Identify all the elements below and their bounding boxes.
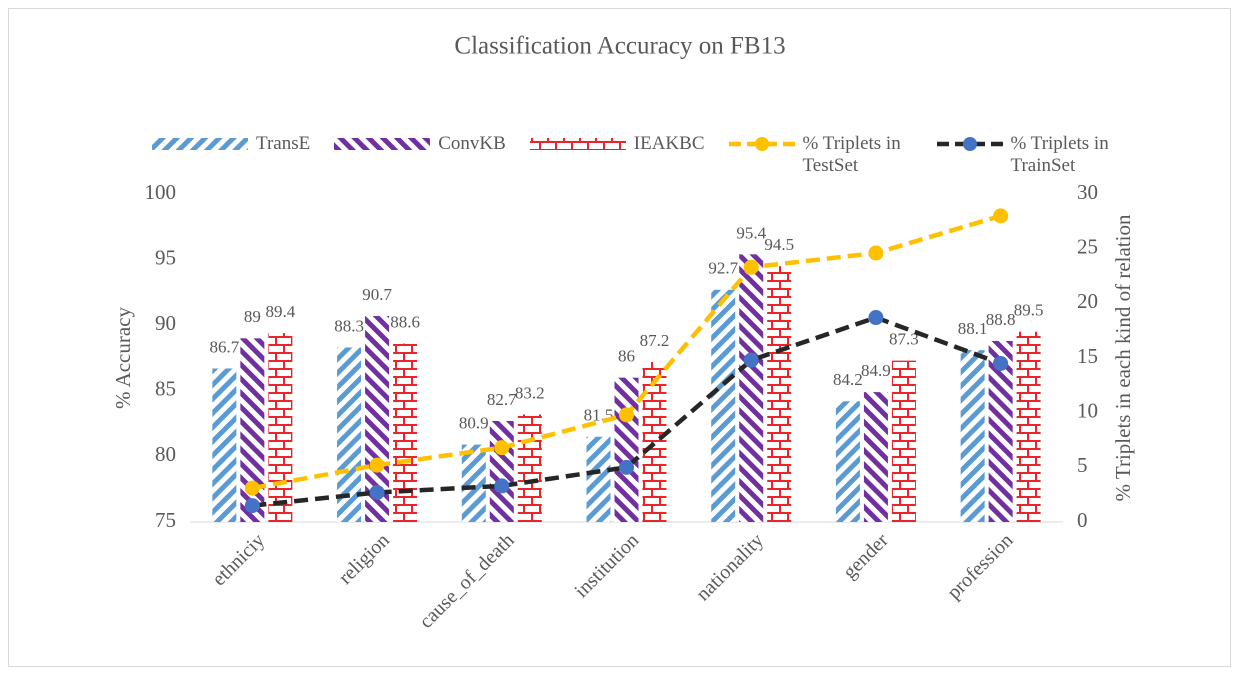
- legend-label: ConvKB: [438, 133, 506, 154]
- y2-tick-label: 15: [1077, 344, 1098, 368]
- marker: [868, 245, 884, 261]
- data-label: 80.9: [459, 413, 489, 432]
- data-label: 92.7: [708, 259, 738, 278]
- data-label: 90.7: [362, 285, 392, 304]
- data-label: 88.1: [958, 319, 988, 338]
- legend-item: % Triplets in TestSet: [727, 133, 913, 177]
- y2-tick-label: 5: [1077, 453, 1088, 477]
- data-label: 88.3: [334, 316, 364, 335]
- marker: [619, 459, 634, 475]
- legend-item: ConvKB: [332, 133, 506, 177]
- x-tick-label: gender: [839, 529, 893, 583]
- y-tick-label: 80: [155, 442, 176, 466]
- y-axis-label: % Accuracy: [111, 306, 135, 409]
- bar: [863, 392, 888, 522]
- bar: [891, 360, 916, 522]
- x-tick-label: cause_of_death: [415, 529, 519, 633]
- legend-swatch: [152, 138, 248, 150]
- y2-tick-label: 0: [1077, 508, 1088, 532]
- data-label: 87.2: [640, 331, 670, 350]
- data-label: 83.2: [515, 383, 545, 402]
- y-tick-label: 95: [155, 245, 176, 269]
- marker: [244, 498, 260, 514]
- marker: [244, 480, 260, 496]
- y-tick-label: 90: [155, 311, 176, 335]
- marker: [369, 457, 385, 473]
- bar: [1016, 331, 1041, 522]
- data-label: 87.3: [889, 330, 919, 349]
- y-tick-label: 85: [155, 377, 176, 401]
- marker: [369, 484, 385, 500]
- legend-item: TransE: [150, 133, 310, 177]
- legend-label: TransE: [256, 133, 311, 154]
- x-tick-label: institution: [570, 529, 643, 602]
- bar: [461, 444, 486, 522]
- data-label: 86.7: [209, 337, 239, 356]
- bar: [212, 368, 237, 522]
- bar: [586, 436, 611, 522]
- y-tick-label: 100: [145, 180, 177, 204]
- bar: [960, 350, 985, 522]
- legend-item: % Triplets in TrainSet: [935, 133, 1121, 177]
- bar: [988, 340, 1013, 522]
- data-label: 88.8: [986, 310, 1016, 329]
- marker: [868, 310, 884, 326]
- bar: [711, 289, 736, 522]
- legend-label: IEAKBC: [633, 133, 705, 154]
- marker: [619, 407, 634, 423]
- marker: [743, 259, 759, 275]
- y2-tick-label: 25: [1077, 234, 1098, 258]
- marker: [494, 478, 510, 494]
- chart-title: Classification Accuracy on FB13: [454, 33, 785, 60]
- data-label: 84.2: [833, 370, 863, 389]
- bar: [393, 343, 418, 522]
- data-label: 84.9: [861, 361, 891, 380]
- bar: [268, 333, 293, 522]
- marker: [494, 440, 510, 456]
- bar: [489, 420, 514, 522]
- legend-swatch: [728, 137, 795, 151]
- data-label: 94.5: [764, 235, 794, 254]
- data-label: 95.4: [736, 223, 766, 242]
- frame: [8, 8, 1231, 667]
- marker: [993, 208, 1009, 224]
- marker: [993, 355, 1009, 371]
- bar: [517, 414, 542, 522]
- y2-axis-label: % Triplets in each kind of relation: [1111, 214, 1135, 501]
- marker: [743, 352, 759, 368]
- bar: [642, 361, 667, 522]
- data-label: 89.4: [265, 302, 295, 321]
- data-label: 88.6: [390, 312, 420, 331]
- data-label: 82.7: [487, 390, 517, 409]
- x-tick-label: religion: [334, 529, 394, 589]
- bar: [767, 266, 792, 522]
- bar: [614, 377, 639, 522]
- y2-tick-label: 30: [1077, 180, 1098, 204]
- bar: [835, 401, 860, 522]
- legend-swatch: [334, 138, 431, 150]
- data-label: 89: [244, 307, 261, 326]
- legend-swatch: [936, 137, 1003, 151]
- x-tick-label: nationality: [692, 529, 768, 605]
- legend-swatch: [529, 138, 626, 150]
- x-tick-label: profession: [943, 529, 1017, 603]
- y2-tick-label: 20: [1077, 289, 1098, 313]
- data-label: 89.5: [1014, 301, 1044, 320]
- y-tick-label: 75: [155, 508, 176, 532]
- legend: TransE ConvKB IEAKBC % Triplets in TestSet%…: [150, 133, 1121, 177]
- legend-item: IEAKBC: [528, 133, 705, 177]
- data-label: 86: [618, 347, 635, 366]
- bar: [739, 254, 764, 523]
- legend-label: % Triplets in TestSet: [802, 133, 901, 176]
- legend-label: % Triplets in TrainSet: [1010, 133, 1109, 176]
- x-tick-label: ethniciy: [208, 529, 269, 590]
- y2-tick-label: 10: [1077, 398, 1098, 422]
